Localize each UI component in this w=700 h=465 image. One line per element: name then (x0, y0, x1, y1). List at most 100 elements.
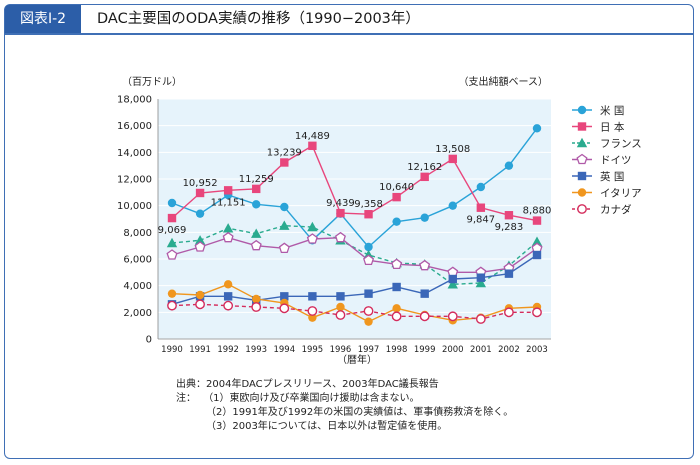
legend-label: ドイツ (600, 155, 632, 167)
y-tick-label: 12,000 (117, 175, 152, 186)
data-point (167, 198, 177, 208)
figure-frame: 図表Ⅰ-2 DAC主要国のODA実績の推移（1990−2003年） (4, 4, 694, 459)
series-line (171, 224, 538, 286)
note-item: （2）1991年及び1992年の米国の実績値は、軍事債務救済を除く。 (206, 407, 514, 418)
y-tick-label: 8,000 (123, 228, 152, 239)
data-point (420, 289, 429, 298)
data-point (364, 317, 373, 326)
data-point (392, 304, 401, 313)
x-tick-label: 2003 (526, 345, 548, 355)
data-point (504, 161, 514, 170)
x-tick-label: 1998 (386, 345, 408, 355)
x-tick-label: 1997 (358, 345, 380, 355)
data-point (336, 292, 345, 301)
legend-label: 日 本 (600, 121, 625, 134)
y-axis-label: （百万ドル） (122, 76, 182, 88)
data-point (195, 290, 205, 300)
x-tick-label: 1991 (189, 345, 211, 355)
legend-label: 米 国 (600, 104, 624, 117)
legend-marker (576, 137, 588, 148)
data-point (166, 249, 178, 260)
data-point (223, 292, 233, 301)
data-point (222, 223, 234, 233)
x-tick-label: 1994 (273, 345, 295, 355)
legend-label: カナダ (600, 203, 632, 216)
data-label: 9,283 (495, 222, 524, 233)
x-tick-label: 2002 (498, 345, 520, 355)
data-point (504, 307, 514, 318)
y-tick-label: 18,000 (117, 95, 152, 106)
data-label: 9,439 (326, 198, 355, 209)
data-label: 11,151 (211, 197, 246, 208)
data-point (448, 154, 457, 164)
data-point (475, 314, 486, 324)
data-label: 8,880 (523, 206, 552, 217)
legend-marker (577, 122, 587, 131)
y-tick-label: 6,000 (123, 255, 152, 266)
data-point (252, 294, 261, 304)
data-label: 9,069 (158, 225, 187, 236)
basis-note: （支出純額ベース） (459, 75, 549, 88)
y-tick-label: 2,000 (123, 308, 152, 319)
notes-block: 出典：2004年DACプレスリリース、2003年DAC議長報告 注： （1）東欧… (176, 378, 513, 434)
x-axis-label: （暦年） (337, 353, 377, 366)
data-point (504, 211, 514, 220)
data-point (392, 192, 401, 202)
series-line (171, 144, 538, 222)
data-point (531, 236, 543, 246)
data-label: 14,489 (295, 131, 330, 142)
data-point (252, 200, 261, 209)
data-point (475, 277, 487, 288)
data-point (250, 239, 262, 251)
x-tick-label: 2000 (442, 345, 464, 355)
data-point (195, 209, 205, 218)
plot-area (158, 99, 551, 339)
data-point (336, 208, 345, 218)
data-point (306, 233, 318, 244)
data-point (532, 124, 542, 133)
data-point (476, 182, 486, 192)
y-tick-label: 4,000 (123, 281, 152, 292)
data-point (447, 311, 458, 322)
x-tick-label: 1996 (330, 345, 352, 355)
source-note: 出典：2004年DACプレスリリース、2003年DAC議長報告 (176, 379, 439, 390)
y-tick-label: 14,000 (117, 148, 152, 159)
title-bar: 図表Ⅰ-2 DAC主要国のODA実績の推移（1990−2003年） (5, 5, 693, 35)
data-point (504, 269, 514, 278)
data-point (363, 254, 375, 266)
data-label: 13,508 (435, 144, 470, 155)
note-item: （1）東欧向け及び卒業国向け援助は含まない。 (203, 393, 420, 404)
data-point (223, 300, 234, 311)
data-point (447, 279, 458, 289)
legend-label: 英 国 (600, 170, 624, 183)
data-label: 9,847 (467, 215, 496, 226)
data-point (532, 250, 542, 260)
data-point (364, 289, 373, 298)
data-point (280, 202, 289, 212)
data-point (448, 274, 457, 284)
data-point (223, 186, 233, 195)
data-point (392, 217, 401, 226)
data-point (336, 302, 345, 312)
data-point (335, 310, 346, 320)
data-point (194, 241, 206, 252)
data-label: 10,952 (183, 178, 218, 189)
y-tick-label: 10,000 (117, 201, 152, 212)
legend-marker (577, 105, 587, 115)
x-tick-label: 1999 (414, 345, 436, 355)
data-point (195, 188, 205, 198)
legend-marker (577, 171, 587, 181)
x-tick-label: 1993 (245, 345, 267, 355)
data-point (363, 306, 374, 316)
x-tick-label: 1992 (217, 345, 239, 355)
data-point (251, 302, 262, 312)
x-tick-label: 1990 (161, 345, 183, 355)
data-point (167, 289, 177, 298)
data-point (166, 237, 178, 248)
figure-label: 図表Ⅰ-2 (5, 5, 81, 33)
data-point (364, 242, 373, 252)
x-tick-label: 1995 (302, 345, 324, 355)
series-line (171, 254, 538, 305)
data-label: 10,640 (379, 182, 414, 193)
